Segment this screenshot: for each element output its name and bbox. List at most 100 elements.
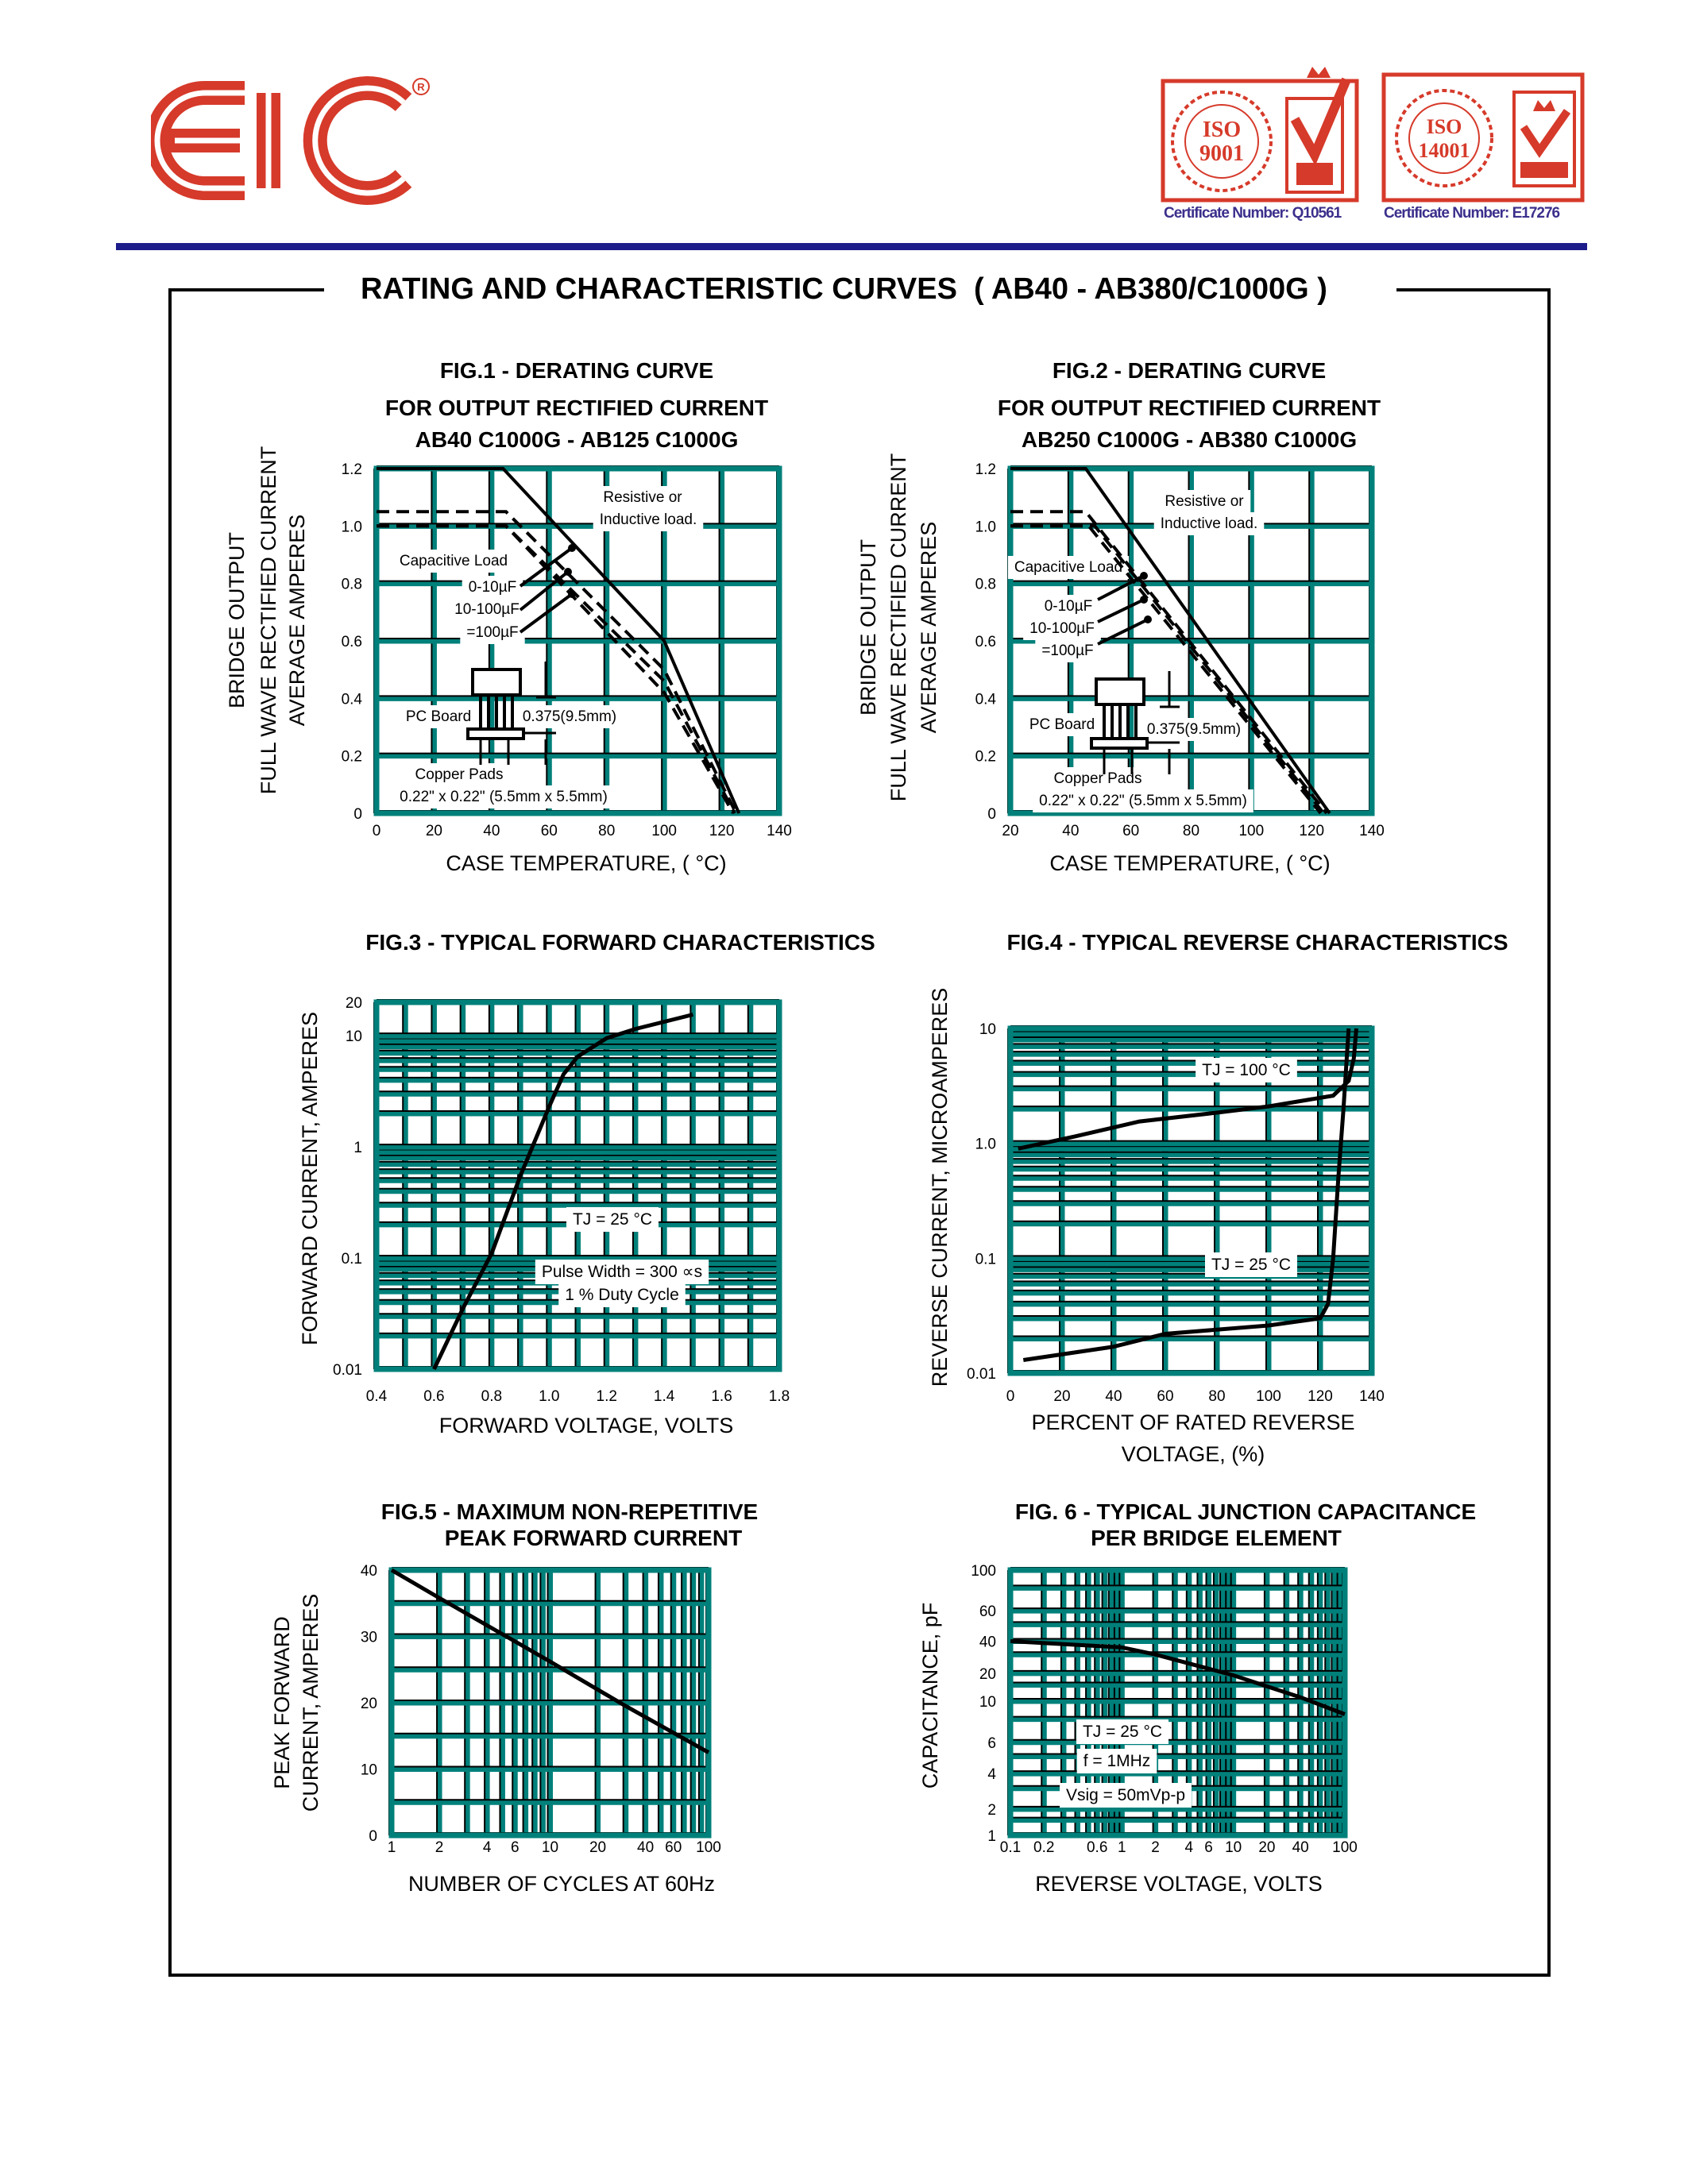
annotation-label: 1 % Duty Cycle — [565, 1286, 679, 1304]
header-divider — [116, 243, 1587, 250]
y-tick-label: 0.1 — [975, 1251, 996, 1268]
annotation-label: Copper Pads — [415, 766, 504, 783]
chart-fig5: 1 2 4 6 10 20 40 60 100 0 10 20 30 40 FIG.5 - MAXIMUM … — [270, 1499, 758, 1896]
plot-border — [1007, 465, 1375, 816]
series-line-2 — [377, 510, 738, 814]
y-tick-label: 10 — [979, 1694, 996, 1711]
annotation-background — [448, 598, 526, 621]
annotation-arrow — [519, 546, 574, 588]
annotation-arrow — [1097, 598, 1145, 623]
x-tick-label: 80 — [1183, 823, 1199, 839]
y-tick-label: 0.4 — [975, 691, 997, 708]
annotation-label: PC Board — [1029, 716, 1095, 733]
annotation-label: 10-100µF — [1029, 620, 1095, 637]
arrow-head — [568, 590, 576, 598]
chart-title: FIG.3 - TYPICAL FORWARD CHARACTERISTICS — [365, 930, 875, 955]
x-tick-label: 100 — [696, 1839, 721, 1856]
x-axis-title: PERCENT OF RATED REVERSE — [1031, 1410, 1354, 1434]
grid — [388, 1567, 712, 1839]
y-axis-title: AVERAGE AMPERES — [285, 515, 309, 727]
annotations: TJ = 100 °C TJ = 25 °C — [1196, 1058, 1298, 1277]
y-tick-label: 10 — [346, 1028, 362, 1045]
iso-14001-badge: ISO 14001 — [1381, 72, 1585, 203]
annotation-label: Vsig = 50mVp-p — [1066, 1786, 1185, 1804]
y-tick-label: 1.2 — [975, 461, 996, 478]
y-tick-label: 0 — [987, 806, 996, 823]
iso-9001-badge: ISO 9001 — [1161, 67, 1359, 203]
x-tick-label: 40 — [1062, 823, 1079, 839]
x-tick-label: 1 — [388, 1839, 396, 1856]
y-tick-label: 1 — [353, 1140, 362, 1156]
annotation-label: 0.375(9.5mm) — [1147, 721, 1241, 738]
annotations: Resistive or Inductive load. Capacitive Lo… — [392, 486, 704, 808]
annotation-label: Resistive or — [1165, 493, 1244, 510]
y-tick-label: 0.6 — [975, 634, 996, 650]
annotation-label: f = 1MHz — [1083, 1752, 1151, 1770]
x-tick-label: 140 — [767, 823, 792, 839]
arrow-head — [1140, 596, 1148, 604]
annotation-label: Resistive or — [603, 489, 682, 506]
x-tick-label: 20 — [589, 1839, 606, 1856]
annotation-background — [1153, 512, 1265, 535]
arrow-head — [1144, 615, 1152, 623]
svg-text:9001: 9001 — [1199, 141, 1244, 166]
arrow-head — [564, 568, 572, 576]
x-tick-label: 60 — [665, 1839, 682, 1856]
annotation-background — [597, 486, 689, 509]
x-tick-label: 60 — [1122, 823, 1139, 839]
x-tick-label: 120 — [1299, 823, 1324, 839]
x-tick-label: 1.6 — [711, 1388, 732, 1405]
plot-border — [373, 999, 782, 1372]
x-tick-label: 20 — [426, 823, 442, 839]
y-axis-title: BRIDGE OUTPUT — [856, 539, 880, 716]
pc-board-diagram — [466, 662, 556, 765]
x-tick-label: 0.8 — [481, 1388, 502, 1405]
grid — [373, 465, 782, 816]
y-tick-label: 0.01 — [333, 1362, 362, 1379]
x-tick-label: 0 — [1006, 1388, 1015, 1405]
x-tick-label: 100 — [1332, 1839, 1358, 1856]
annotation-label: 0.22" x 0.22" (5.5mm x 5.5mm) — [1039, 793, 1247, 809]
annotation-label: 0-10µF — [469, 579, 517, 596]
y-tick-label: 0 — [369, 1828, 377, 1845]
y-tick-label: 40 — [979, 1634, 996, 1651]
annotation-background — [1140, 718, 1248, 741]
x-tick-label: 0.1 — [1000, 1839, 1021, 1856]
x-tick-label: 140 — [1359, 1388, 1385, 1405]
x-axis-title: CASE TEMPERATURE, ( °C) — [1049, 851, 1330, 875]
x-tick-label: 20 — [1002, 823, 1018, 839]
y-tick-label: 40 — [361, 1563, 377, 1580]
annotation-label: 0-10µF — [1045, 598, 1093, 615]
eic-logo: R — [151, 76, 430, 205]
annotation-background — [399, 705, 478, 728]
x-tick-label: 20 — [1258, 1839, 1275, 1856]
annotation-arrow — [1097, 574, 1145, 601]
y-tick-label: 30 — [361, 1630, 377, 1646]
annotation-background — [1204, 1252, 1298, 1277]
x-tick-label: 4 — [1185, 1839, 1194, 1856]
x-tick-label: 0.2 — [1033, 1839, 1054, 1856]
x-tick-label: 60 — [541, 823, 558, 839]
annotation-label: TJ = 25 °C — [1083, 1723, 1162, 1741]
y-tick-label: 1.0 — [342, 519, 362, 535]
annotation-label: TJ = 25 °C — [1211, 1256, 1291, 1274]
x-tick-label: 80 — [1208, 1388, 1225, 1405]
y-tick-label: 0 — [353, 806, 362, 823]
x-tick-label: 0.6 — [1087, 1839, 1107, 1856]
y-tick-label: 0.01 — [967, 1366, 996, 1383]
y-tick-label: 10 — [979, 1021, 996, 1038]
annotation-label: Inductive load. — [600, 511, 697, 528]
x-tick-label: 0.4 — [366, 1388, 388, 1405]
x-tick-label: 1.2 — [597, 1388, 617, 1405]
x-tick-label: 6 — [511, 1839, 520, 1856]
series-line-1 — [390, 1568, 710, 1754]
annotation-background — [1007, 556, 1130, 579]
x-tick-label: 60 — [1157, 1388, 1173, 1405]
x-tick-label: 10 — [542, 1839, 558, 1856]
annotation-background — [558, 1283, 686, 1307]
y-tick-label: 2 — [987, 1802, 996, 1819]
annotation-label: =100µF — [1041, 642, 1093, 659]
x-tick-label: 1.8 — [769, 1388, 790, 1405]
annotation-background — [1037, 595, 1099, 618]
